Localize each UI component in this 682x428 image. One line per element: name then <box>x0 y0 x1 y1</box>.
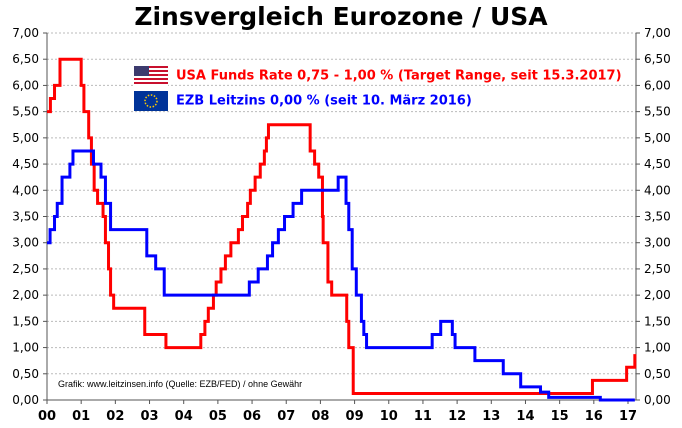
x-tick-label: 15 <box>551 409 569 424</box>
y-tick-label-right: 4,50 <box>644 157 671 171</box>
y-tick-label: 0,50 <box>12 367 39 381</box>
x-tick-label: 13 <box>482 409 500 424</box>
y-tick-label-right: 6,50 <box>644 52 671 66</box>
y-tick-label: 0,00 <box>12 393 39 407</box>
x-tick-label: 11 <box>414 409 432 424</box>
y-tick-label: 6,50 <box>12 52 39 66</box>
source-credit: Grafik: www.leitzinsen.info (Quelle: EZB… <box>58 379 303 389</box>
y-tick-label-right: 1,50 <box>644 314 671 328</box>
legend-label-ezb: EZB Leitzins 0,00 % (seit 10. März 2016) <box>176 93 472 109</box>
us-flag-icon <box>134 66 168 86</box>
x-tick-label: 03 <box>140 409 158 424</box>
series-line-usa <box>47 57 637 395</box>
y-tick-label: 4,50 <box>12 157 39 171</box>
y-tick-label-right: 5,50 <box>644 105 671 119</box>
y-tick-label-right: 5,00 <box>644 131 671 145</box>
y-tick-label-right: 3,50 <box>644 210 671 224</box>
x-tick-label: 01 <box>72 409 90 424</box>
chart-title: Zinsvergleich Eurozone / USA <box>134 2 548 31</box>
y-tick-label-right: 6,00 <box>644 78 671 92</box>
y-tick-label: 6,00 <box>12 78 39 92</box>
y-tick-label: 3,00 <box>12 236 39 250</box>
y-tick-label: 7,00 <box>12 26 39 40</box>
y-tick-label-right: 7,00 <box>644 26 671 40</box>
y-tick-label: 2,00 <box>12 288 39 302</box>
legend-ezb: EZB Leitzins 0,00 % (seit 10. März 2016) <box>134 91 472 111</box>
legend-label-usa: USA Funds Rate 0,75 - 1,00 % (Target Ran… <box>176 68 622 84</box>
x-tick-label: 09 <box>346 409 364 424</box>
x-tick-label: 04 <box>175 409 193 424</box>
legend-usa: USA Funds Rate 0,75 - 1,00 % (Target Ran… <box>134 66 622 86</box>
x-tick-label: 17 <box>619 409 637 424</box>
x-tick-label: 06 <box>243 409 261 424</box>
y-tick-label: 5,00 <box>12 131 39 145</box>
x-tick-label: 02 <box>106 409 124 424</box>
y-tick-label: 4,00 <box>12 183 39 197</box>
x-tick-label: 00 <box>38 409 56 424</box>
y-tick-label-right: 3,00 <box>644 236 671 250</box>
series-line-ezb <box>47 149 635 402</box>
x-tick-label: 14 <box>516 409 534 424</box>
y-tick-label: 1,00 <box>12 341 39 355</box>
y-tick-label-right: 0,50 <box>644 367 671 381</box>
y-tick-label: 1,50 <box>12 314 39 328</box>
y-tick-label-right: 2,50 <box>644 262 671 276</box>
x-tick-label: 16 <box>585 409 603 424</box>
x-tick-label: 12 <box>448 409 466 424</box>
x-tick-label: 10 <box>380 409 398 424</box>
y-tick-label-right: 2,00 <box>644 288 671 302</box>
eu-flag-icon <box>134 91 168 111</box>
x-tick-label: 07 <box>277 409 295 424</box>
y-tick-label-right: 4,00 <box>644 183 671 197</box>
y-tick-label-right: 1,00 <box>644 341 671 355</box>
x-tick-label: 05 <box>209 409 227 424</box>
x-tick-label: 08 <box>311 409 329 424</box>
y-tick-label: 3,50 <box>12 210 39 224</box>
y-tick-label: 5,50 <box>12 105 39 119</box>
y-tick-label-right: 0,00 <box>644 393 671 407</box>
y-tick-label: 2,50 <box>12 262 39 276</box>
